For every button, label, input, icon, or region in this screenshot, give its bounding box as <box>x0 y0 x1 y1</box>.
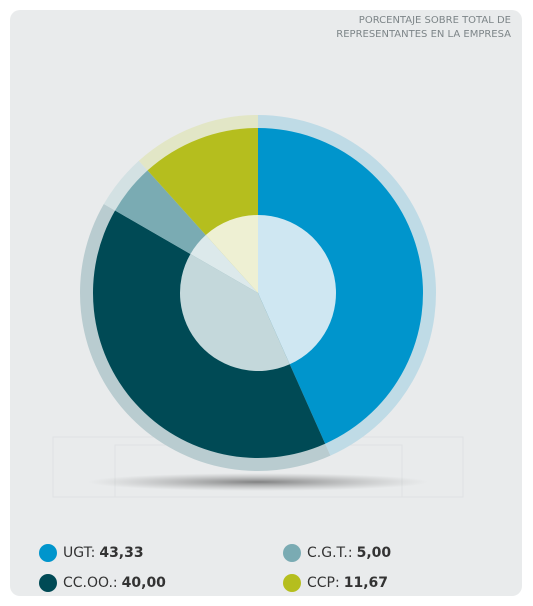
legend-swatch <box>39 544 57 562</box>
legend-label: CCP: 11,67 <box>307 575 388 591</box>
inner-slice <box>205 215 258 293</box>
legend-value: 40,00 <box>122 575 167 591</box>
legend-swatch <box>283 574 301 592</box>
legend-name: C.G.T.: <box>307 545 353 561</box>
inner-slice <box>190 235 258 293</box>
legend-name: CC.OO.: <box>63 575 118 591</box>
legend-value: 11,67 <box>344 575 388 591</box>
inner-slice <box>179 254 290 371</box>
legend-label: CC.OO.: 40,00 <box>63 575 166 591</box>
legend-name: CCP: <box>307 575 340 591</box>
slice <box>258 128 424 444</box>
legend-label: C.G.T.: 5,00 <box>307 545 391 561</box>
legend-value: 43,33 <box>99 545 143 561</box>
shadow <box>88 473 428 491</box>
legend-value: 5,00 <box>357 545 392 561</box>
legend-swatch <box>39 574 57 592</box>
chart-title: PORCENTAJE SOBRE TOTAL DE REPRESENTANTES… <box>336 15 511 40</box>
inner-slice <box>258 215 337 365</box>
legend-name: UGT: <box>63 545 95 561</box>
legend-label: UGT: 43,33 <box>63 545 144 561</box>
legend-swatch <box>283 544 301 562</box>
